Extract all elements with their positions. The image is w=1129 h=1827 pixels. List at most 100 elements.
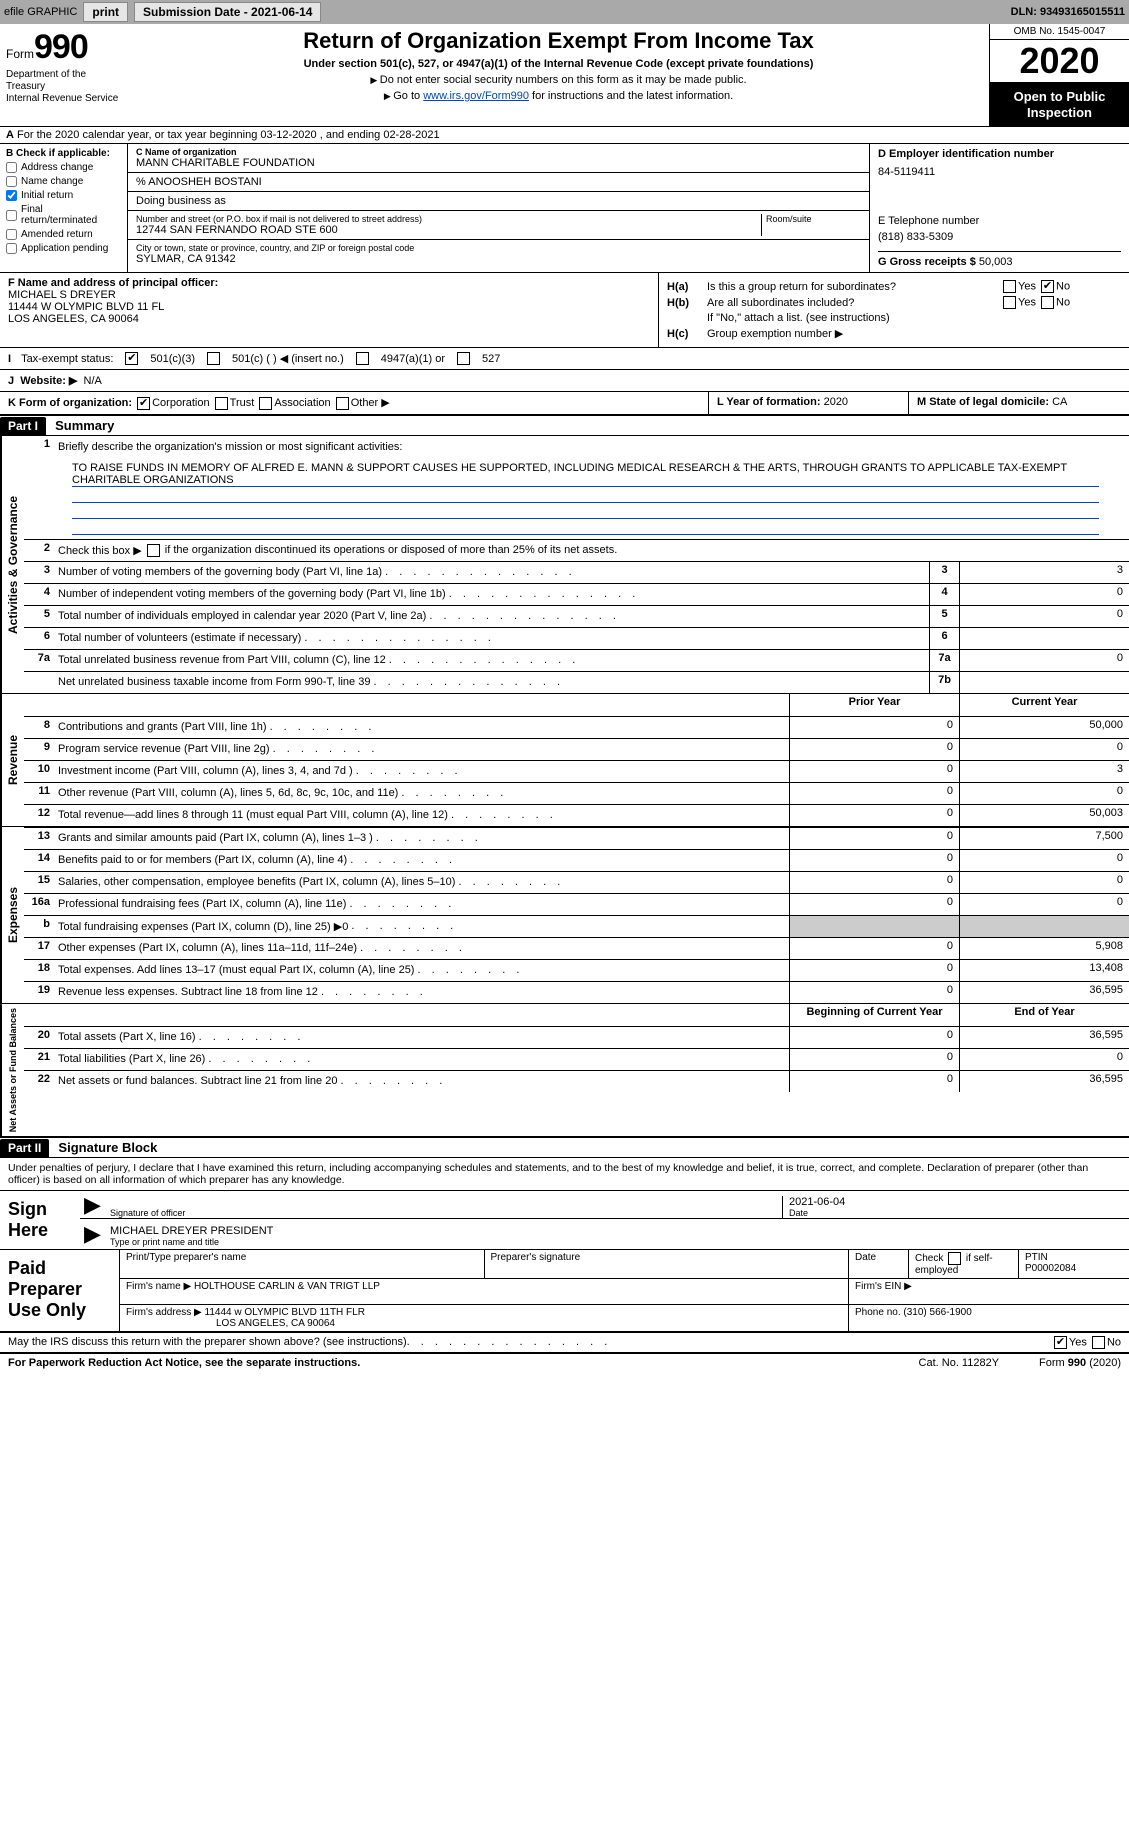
paid-preparer-label: Paid Preparer Use Only [0, 1250, 120, 1331]
h-c-label: Group exemption number ▶ [707, 327, 1121, 340]
other-checkbox[interactable] [336, 397, 349, 410]
org-name: MANN CHARITABLE FOUNDATION [136, 157, 861, 169]
sign-here-label: Sign Here [0, 1191, 80, 1249]
officer-addr1: 11444 W OLYMPIC BLVD 11 FL [8, 301, 650, 313]
box-b-item[interactable]: Initial return [6, 190, 121, 201]
tax-status-label: Tax-exempt status: [21, 353, 113, 365]
trust-checkbox[interactable] [215, 397, 228, 410]
row-desc: Program service revenue (Part VIII, line… [58, 743, 270, 755]
row-desc: Salaries, other compensation, employee b… [58, 876, 455, 888]
table-row: 9 Program service revenue (Part VIII, li… [24, 738, 1129, 760]
row-desc: Total fundraising expenses (Part IX, col… [58, 920, 348, 933]
officer-name-title: MICHAEL DREYER PRESIDENT [110, 1225, 1125, 1237]
box-b-item-label: Address change [21, 162, 93, 173]
row-desc: Number of voting members of the governin… [58, 566, 382, 578]
table-row: 11 Other revenue (Part VIII, column (A),… [24, 782, 1129, 804]
firm-phone: (310) 566-1900 [903, 1307, 971, 1318]
room-label: Room/suite [766, 214, 861, 224]
box-g-label: G Gross receipts $ [878, 256, 976, 268]
row-desc: Total assets (Part X, line 16) [58, 1031, 196, 1043]
efile-label: efile GRAPHIC [4, 6, 77, 18]
box-b-item-label: Name change [21, 176, 83, 187]
box-b-checkbox[interactable] [6, 229, 17, 240]
state-domicile-label: M State of legal domicile: [917, 396, 1049, 408]
box-b-checkbox[interactable] [6, 176, 17, 187]
corp-checkbox[interactable] [137, 397, 150, 410]
q2-checkbox[interactable] [147, 544, 160, 557]
501c-checkbox[interactable] [207, 352, 220, 365]
discuss-yes-checkbox[interactable] [1054, 1336, 1067, 1349]
assoc-checkbox[interactable] [259, 397, 272, 410]
omb-number: OMB No. 1545-0047 [990, 24, 1129, 40]
row-desc: Net unrelated business taxable income fr… [58, 676, 370, 688]
self-employed-checkbox[interactable] [948, 1252, 961, 1265]
efile-toolbar: efile GRAPHIC print Submission Date - 20… [0, 0, 1129, 24]
box-b-item[interactable]: Final return/terminated [6, 204, 121, 226]
table-row: 15 Salaries, other compensation, employe… [24, 871, 1129, 893]
box-b-checkbox[interactable] [6, 190, 17, 201]
addr-label: Number and street (or P.O. box if mail i… [136, 214, 761, 224]
row-fh: F Name and address of principal officer:… [0, 273, 1129, 348]
row-klm: K Form of organization: Corporation Trus… [0, 392, 1129, 416]
box-d-label: D Employer identification number [878, 148, 1121, 160]
firm-ein-label: Firm's EIN ▶ [849, 1279, 1129, 1304]
row-desc: Revenue less expenses. Subtract line 18 … [58, 986, 318, 998]
box-c-name-label: C Name of organization [136, 147, 861, 157]
tab-revenue: Revenue [0, 694, 24, 826]
mission-text: TO RAISE FUNDS IN MEMORY OF ALFRED E. MA… [24, 458, 1129, 539]
state-domicile: CA [1052, 396, 1067, 408]
irs-link[interactable]: www.irs.gov/Form990 [423, 90, 529, 102]
box-f-label: F Name and address of principal officer: [8, 277, 218, 289]
discuss-no-checkbox[interactable] [1092, 1336, 1105, 1349]
firm-addr2: LOS ANGELES, CA 90064 [126, 1318, 842, 1329]
box-b-item[interactable]: Application pending [6, 243, 121, 254]
hb-no-checkbox[interactable] [1041, 296, 1054, 309]
row-desc: Total unrelated business revenue from Pa… [58, 654, 386, 666]
row-i-tax-status: I Tax-exempt status: 501(c)(3) 501(c) ( … [0, 348, 1129, 370]
h-b-question: Are all subordinates included? [707, 297, 1001, 309]
table-row: Net unrelated business taxable income fr… [24, 671, 1129, 693]
table-row: 8 Contributions and grants (Part VIII, l… [24, 716, 1129, 738]
box-b-item[interactable]: Name change [6, 176, 121, 187]
527-checkbox[interactable] [457, 352, 470, 365]
box-b-item[interactable]: Address change [6, 162, 121, 173]
tab-governance: Activities & Governance [0, 436, 24, 693]
row-desc: Grants and similar amounts paid (Part IX… [58, 832, 373, 844]
row-desc: Total number of individuals employed in … [58, 610, 426, 622]
box-b-checkbox[interactable] [6, 243, 17, 254]
gross-receipts: 50,003 [979, 256, 1013, 268]
print-button[interactable]: print [83, 2, 128, 22]
col-end-year: End of Year [959, 1004, 1129, 1026]
submission-date-button[interactable]: Submission Date - 2021-06-14 [134, 2, 321, 22]
box-b-checkbox[interactable] [6, 210, 17, 221]
501c3-checkbox[interactable] [125, 352, 138, 365]
hb-yes-checkbox[interactable] [1003, 296, 1016, 309]
4947-checkbox[interactable] [356, 352, 369, 365]
dba-label: Doing business as [136, 195, 226, 207]
signature-arrow-icon: ▶ [84, 1192, 104, 1218]
row-a-tax-year: A For the 2020 calendar year, or tax yea… [0, 127, 1129, 144]
box-b-item[interactable]: Amended return [6, 229, 121, 240]
paid-preparer-block: Paid Preparer Use Only Print/Type prepar… [0, 1250, 1129, 1333]
tab-expenses: Expenses [0, 827, 24, 1003]
preparer-date-label: Date [849, 1250, 909, 1278]
year-formation: 2020 [824, 396, 848, 408]
tax-year: 2020 [990, 40, 1129, 83]
col-prior-year: Prior Year [789, 694, 959, 716]
form-header: Form990 Department of the Treasury Inter… [0, 24, 1129, 127]
ha-no-checkbox[interactable] [1041, 280, 1054, 293]
ein-value: 84-5119411 [878, 166, 1121, 178]
row-desc: Other expenses (Part IX, column (A), lin… [58, 942, 357, 954]
form-number: Form990 [6, 28, 122, 67]
table-row: 3 Number of voting members of the govern… [24, 561, 1129, 583]
ha-yes-checkbox[interactable] [1003, 280, 1016, 293]
q2-label: Check this box ▶ if the organization dis… [54, 540, 1129, 561]
part1-expenses: Expenses 13 Grants and similar amounts p… [0, 827, 1129, 1004]
row-desc: Other revenue (Part VIII, column (A), li… [58, 787, 398, 799]
table-row: 20 Total assets (Part X, line 16) . . . … [24, 1026, 1129, 1048]
street-address: 12744 SAN FERNANDO ROAD STE 600 [136, 224, 761, 236]
signature-date: 2021-06-04 [789, 1196, 1125, 1208]
form-org-label: K Form of organization: [8, 397, 132, 409]
preparer-name-label: Print/Type preparer's name [120, 1250, 485, 1278]
box-b-checkbox[interactable] [6, 162, 17, 173]
